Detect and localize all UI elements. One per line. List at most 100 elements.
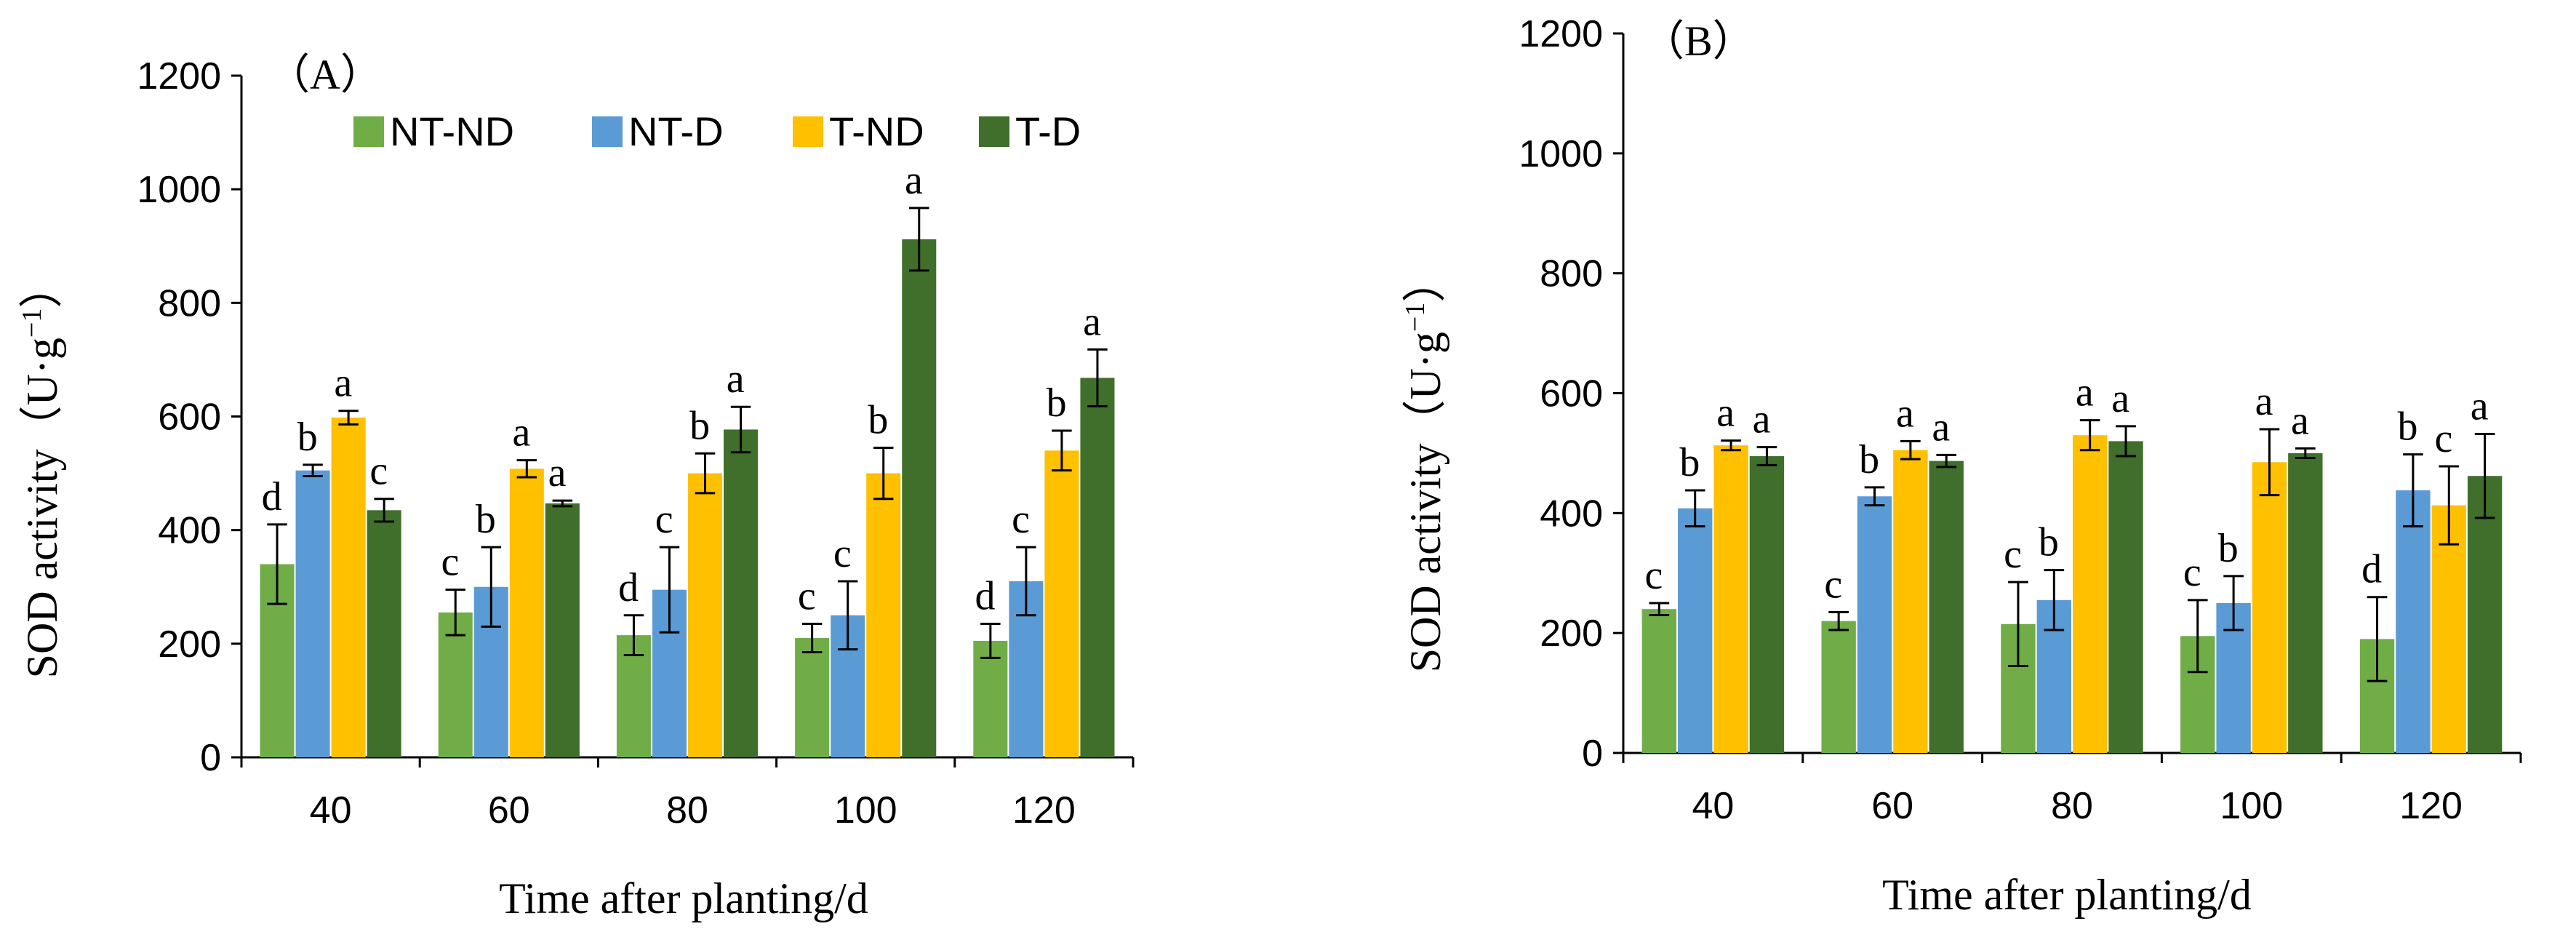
panel-a-bar-nt-nd xyxy=(438,612,473,757)
legend-label-nt-nd: NT-ND xyxy=(390,108,514,154)
panel-a-ytick-label: 0 xyxy=(200,737,221,779)
panel-a-bar-t-nd xyxy=(688,473,723,757)
panel-b-sig-letter: a xyxy=(2255,379,2273,424)
panel-a-ylabel-end: ） xyxy=(18,265,66,308)
panel-a-sig-letter: c xyxy=(833,531,852,576)
panel-a-sig-letter: d xyxy=(975,574,995,619)
panel-b-bar-t-d xyxy=(2288,452,2323,753)
panel-b-ylabel-sup: −1 xyxy=(1400,303,1431,332)
panel-b-sig-letter: c xyxy=(1645,553,1663,598)
panel-a-bar-t-d xyxy=(902,239,937,757)
panel-b-bar-nt-d xyxy=(2396,490,2431,753)
legend-label-t-d: T-D xyxy=(1015,108,1081,154)
panel-b-xtick-label: 120 xyxy=(2399,785,2463,827)
panel-a-ytick-label: 800 xyxy=(158,282,221,324)
panel-b-sig-letter: b xyxy=(2039,520,2059,565)
panel-a-ytick-label: 400 xyxy=(158,510,221,552)
legend-swatch-t-d xyxy=(979,116,1009,147)
panel-a-sig-letter: c xyxy=(655,497,673,542)
panel-b-xtick-label: 80 xyxy=(2051,785,2093,827)
panel-b-bar-t-d xyxy=(2467,476,2503,753)
panel-b-sig-letter: a xyxy=(2291,398,2309,443)
panel-a-ytick-label: 600 xyxy=(158,396,221,439)
legend-swatch-nt-d xyxy=(592,116,623,147)
panel-b-ytick-label: 1000 xyxy=(1519,133,1603,175)
panel-a-sig-letter: a xyxy=(513,410,531,455)
panel-a-sig-letter: c xyxy=(441,540,459,585)
panel-b-bar-t-nd xyxy=(1713,445,1748,753)
panel-a-sig-letter: d xyxy=(262,474,282,519)
panel-a-sig-letter: a xyxy=(1083,299,1101,344)
panel-a-sig-letter: c xyxy=(798,574,816,619)
panel-a-xtick-label: 60 xyxy=(488,789,530,832)
panel-b-ylabel-main: SOD activity（U·g xyxy=(1401,332,1449,672)
panel-b-sig-letter: a xyxy=(1716,391,1735,436)
panel-a-sig-letter: a xyxy=(548,450,567,495)
panel-a-bar-t-d xyxy=(545,503,580,757)
panel-a-xtick-label: 40 xyxy=(310,789,352,832)
panel-a-bar-t-d xyxy=(1080,378,1115,757)
panel-b-sig-letter: a xyxy=(2471,384,2489,429)
panel-b-sig-letter: a xyxy=(1932,404,1950,450)
panel-a-bar-t-nd xyxy=(866,473,901,757)
legend-swatch-nt-nd xyxy=(353,116,384,147)
panel-b-sig-letter: b xyxy=(1859,437,1879,482)
panel-a-bar-nt-d xyxy=(295,470,330,757)
panel-a-ylabel-main: SOD activity（U·g xyxy=(18,338,66,678)
panel-a-label: （A） xyxy=(268,51,383,98)
panel-a-sig-letter: c xyxy=(1012,497,1030,542)
panel-b-ytick-label: 0 xyxy=(1582,733,1603,775)
panel-b-sig-letter: b xyxy=(1679,440,1700,485)
panel-a-xlabel: Time after planting/d xyxy=(499,874,868,922)
panel-b-ylabel-text: SOD activity（U·g−1） xyxy=(1400,259,1449,673)
panel-b-bar-t-nd xyxy=(1893,450,1928,753)
panel-b-ylabel: SOD activity（U·g−1） xyxy=(1400,259,1449,673)
panel-a-bar-nt-nd xyxy=(973,640,1008,757)
panel-b-sig-letter: b xyxy=(2398,404,2418,450)
panel-b-bar-nt-nd xyxy=(1821,621,1856,753)
legend: NT-ND NT-D T-ND T-D xyxy=(353,108,1081,154)
panel-b-sig-letter: c xyxy=(2434,416,2452,461)
panel-b-bar-nt-nd xyxy=(1641,609,1677,753)
panel-b-ytick-label: 400 xyxy=(1540,493,1603,535)
panel-a-bar-t-nd xyxy=(331,418,366,757)
panel-a-bar-t-d xyxy=(724,429,759,757)
panel-b-sig-letter: c xyxy=(1824,562,1842,607)
panel-a-sig-letter: a xyxy=(727,356,745,402)
panel-b-xlabel: Time after planting/d xyxy=(1882,871,2252,919)
panel-a-bar-t-d xyxy=(367,510,401,757)
panel-b-bar-t-nd xyxy=(2431,505,2466,753)
panel-a-sig-letter: b xyxy=(689,403,710,448)
panel-b-sig-letter: b xyxy=(2218,526,2239,571)
panel-a-sig-letter: a xyxy=(905,158,923,203)
panel-a-sig-letter: d xyxy=(618,565,639,610)
panel-a-sig-letter: b xyxy=(476,497,496,542)
panel-a-ytick-label: 1000 xyxy=(137,169,221,211)
panel-a-ytick-label: 200 xyxy=(158,623,221,666)
panel-b-sig-letter: c xyxy=(2004,532,2022,577)
panel-b-sig-letter: a xyxy=(1896,391,1914,436)
panel-a-ylabel: SOD activity（U·g−1） xyxy=(17,265,66,679)
panel-a-xtick-label: 80 xyxy=(666,789,708,832)
legend-label-nt-d: NT-D xyxy=(628,108,724,154)
panel-b-ytick-label: 200 xyxy=(1540,613,1603,655)
panel-b-bar-t-nd xyxy=(2073,435,2108,753)
panel-a-xtick-label: 100 xyxy=(834,789,897,832)
panel-a-sig-letter: b xyxy=(297,415,318,460)
panel-b-xtick-label: 100 xyxy=(2220,785,2283,827)
panel-b-ytick-label: 1200 xyxy=(1519,13,1603,55)
panel-b-sig-letter: a xyxy=(2111,376,2129,421)
panel-a-xtick-label: 120 xyxy=(1012,789,1076,832)
panel-b-bar-t-d xyxy=(2108,441,2143,753)
panel-a-sig-letter: a xyxy=(334,361,352,406)
panel-a-bar-nt-nd xyxy=(795,638,830,757)
panel-b-sig-letter: d xyxy=(2361,547,2382,592)
panel-a-ylabel-text: SOD activity（U·g−1） xyxy=(17,265,66,679)
panel-b-bar-nt-d xyxy=(1857,496,1892,753)
panel-b-ytick-label: 600 xyxy=(1540,373,1603,415)
panel-b-bar-t-nd xyxy=(2252,462,2287,753)
panel-b-bar-t-d xyxy=(1929,460,1964,753)
